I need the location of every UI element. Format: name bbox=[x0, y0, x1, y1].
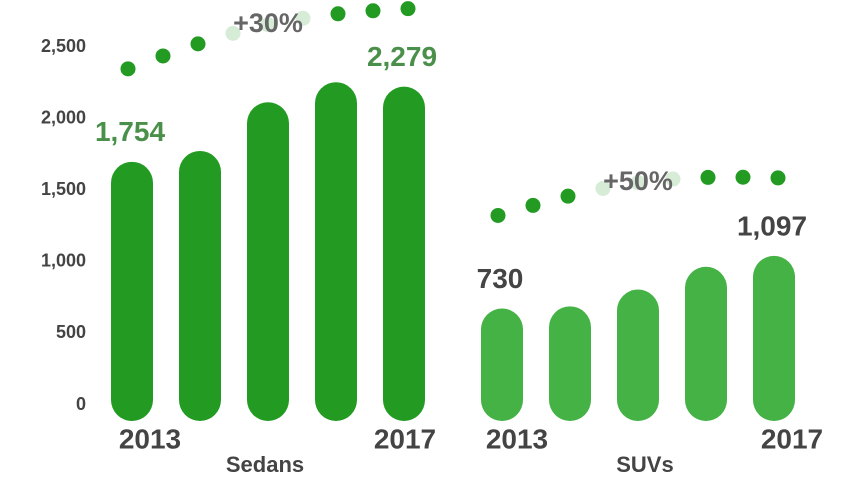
trend-dot bbox=[700, 169, 716, 185]
group-label: SUVs bbox=[616, 452, 673, 477]
trend-dot bbox=[525, 197, 541, 213]
bar bbox=[685, 266, 727, 421]
trend-dot bbox=[260, 17, 276, 33]
value-label: 730 bbox=[477, 263, 524, 294]
y-tick-label: 0 bbox=[76, 394, 86, 414]
bar bbox=[753, 255, 795, 421]
y-tick-label: 2,500 bbox=[41, 36, 86, 56]
bar bbox=[111, 161, 153, 421]
group-label: Sedans bbox=[226, 452, 304, 477]
annotation: +50% bbox=[603, 166, 673, 196]
trend-dot bbox=[595, 180, 611, 196]
bar bbox=[481, 308, 523, 421]
value-label: 1,097 bbox=[737, 210, 807, 241]
trend-dot bbox=[120, 61, 136, 77]
trend-dot bbox=[155, 48, 171, 64]
trend-dot bbox=[490, 207, 506, 223]
trend-dot bbox=[770, 170, 786, 186]
value-label: 1,754 bbox=[95, 116, 165, 147]
trend-dot bbox=[400, 1, 416, 17]
y-tick-label: 1,000 bbox=[41, 251, 86, 271]
bar bbox=[315, 82, 357, 421]
trend-dot bbox=[630, 175, 646, 191]
y-tick-label: 500 bbox=[56, 322, 86, 342]
trend-dot bbox=[225, 25, 241, 41]
trend-dot bbox=[365, 3, 381, 19]
annotation: +30% bbox=[233, 8, 303, 38]
trend-dot bbox=[560, 188, 576, 204]
trend-dot bbox=[295, 10, 311, 26]
x-tick-label: 2017 bbox=[761, 423, 823, 454]
trend-dot bbox=[665, 171, 681, 187]
bar bbox=[549, 306, 591, 421]
trend-dot bbox=[190, 36, 206, 52]
x-tick-label: 2013 bbox=[119, 423, 181, 454]
x-tick-label: 2013 bbox=[486, 423, 548, 454]
bar bbox=[179, 150, 221, 421]
bar bbox=[617, 289, 659, 421]
bar bbox=[247, 102, 289, 422]
bar bbox=[383, 86, 425, 421]
value-label: 2,279 bbox=[367, 41, 437, 72]
x-tick-label: 2017 bbox=[374, 423, 436, 454]
y-tick-label: 2,000 bbox=[41, 107, 86, 127]
y-tick-label: 1,500 bbox=[41, 179, 86, 199]
trend-dot bbox=[330, 6, 346, 22]
trend-dot bbox=[735, 169, 751, 185]
